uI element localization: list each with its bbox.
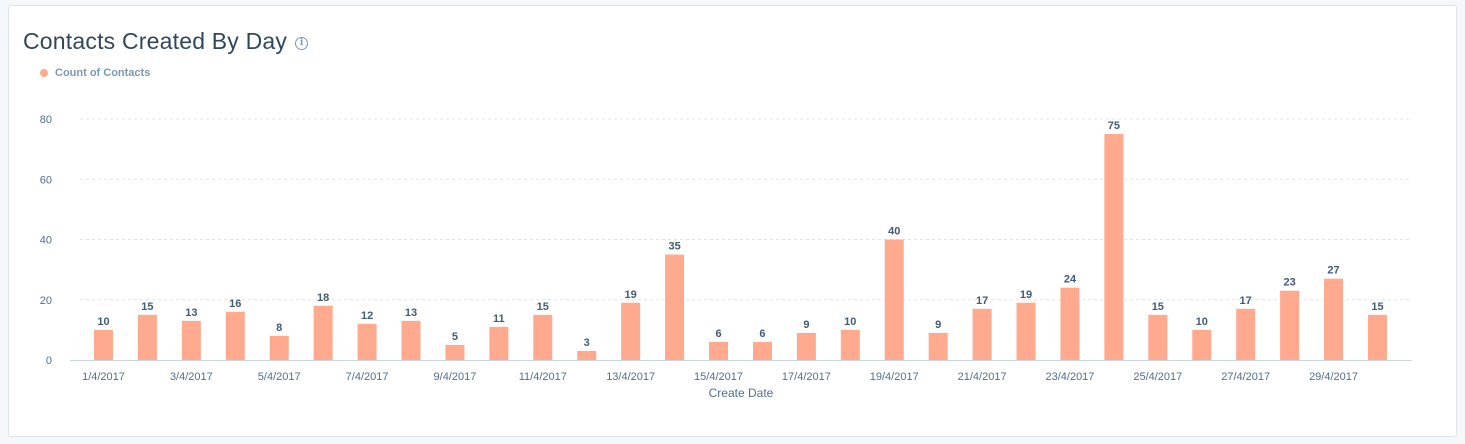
y-tick-label: 80 [40,114,52,126]
bar[interactable] [225,311,245,360]
legend-label: Count of Contacts [55,67,151,79]
bar[interactable] [840,329,860,360]
bar[interactable] [181,320,201,360]
bar-value-label: 15 [1152,301,1164,313]
bar[interactable] [1324,278,1344,360]
bar-value-label: 6 [715,328,721,340]
bar-value-labels: 10 15 13 16 8 18 12 13 5 11 15 3 19 35 6 6 9 10 40 9 17 19 24 7… [97,120,1383,349]
x-tick-label: 21/4/2017 [958,371,1007,383]
bar-value-label: 8 [276,322,282,334]
bar[interactable] [752,341,772,360]
x-tick-label: 23/4/2017 [1045,371,1094,383]
bar[interactable] [577,350,597,360]
title-row: Contacts Created By Day i [23,28,309,55]
x-tick-label: 5/4/2017 [258,371,301,383]
bar-value-label: 19 [1020,289,1032,301]
bar[interactable] [357,323,377,360]
bar-value-label: 17 [1240,295,1252,307]
bar-value-label: 15 [1371,301,1383,313]
bar[interactable] [1148,314,1168,360]
y-tick-label: 0 [46,355,52,367]
bar-value-label: 13 [185,307,197,319]
x-tick-label: 11/4/2017 [519,371,567,383]
legend-dot-icon [40,69,48,77]
chart-card [8,5,1457,437]
x-tick-label: 7/4/2017 [346,371,389,383]
bar-value-label: 10 [1196,316,1208,328]
bar-value-label: 11 [493,313,505,325]
bar[interactable] [665,254,685,360]
bar[interactable] [269,335,289,360]
bar-value-label: 40 [888,226,900,238]
legend[interactable]: Count of Contacts [40,67,150,79]
bar-value-label: 75 [1108,120,1120,132]
x-tick-label: 27/4/2017 [1221,371,1270,383]
info-icon[interactable]: i [295,36,309,50]
bar[interactable] [1367,314,1387,360]
x-tick-label: 25/4/2017 [1133,371,1182,383]
x-tick-label: 15/4/2017 [694,371,743,383]
bar[interactable] [533,314,553,360]
bar[interactable] [401,320,421,360]
bar[interactable] [1280,290,1300,360]
bar-value-label: 13 [405,307,417,319]
bar[interactable] [313,305,333,360]
bar-value-label: 23 [1283,277,1295,289]
grid-lines [80,118,1412,301]
bar[interactable] [1060,287,1080,360]
x-tick-label: 1/4/2017 [82,371,125,383]
bar[interactable] [1236,308,1256,360]
bar-value-label: 3 [584,337,590,349]
y-tick-label: 20 [40,295,52,307]
bar-value-label: 24 [1064,274,1077,286]
x-tick-label: 17/4/2017 [782,371,831,383]
bar-value-label: 35 [668,241,680,253]
bar-value-label: 18 [317,292,329,304]
bar[interactable] [445,344,465,360]
bar[interactable] [928,332,948,360]
bar-value-label: 16 [229,298,241,310]
bar-value-label: 9 [935,319,941,331]
bar[interactable] [489,326,509,360]
x-tick-label: 9/4/2017 [434,371,477,383]
bar[interactable] [796,332,816,360]
bar-value-label: 9 [803,319,809,331]
bar-value-label: 27 [1327,265,1339,277]
bar[interactable] [1104,134,1124,360]
bar[interactable] [709,341,729,360]
bar[interactable] [94,329,113,360]
bar-value-label: 10 [97,316,109,328]
y-tick-label: 40 [40,235,52,247]
x-tick-label: 19/4/2017 [870,371,919,383]
bar-value-label: 6 [759,328,765,340]
bar-value-label: 17 [976,295,988,307]
bar-value-label: 19 [625,289,637,301]
bar[interactable] [884,239,904,361]
bar-value-label: 12 [361,310,373,322]
y-axis: 0 20 40 60 80 [40,114,52,367]
bar[interactable] [137,314,157,360]
bar-value-label: 15 [537,301,549,313]
bar[interactable] [972,308,992,360]
bar[interactable] [1016,302,1036,360]
bar[interactable] [1192,329,1212,360]
x-tick-label: 3/4/2017 [170,371,213,383]
bars [94,134,1387,360]
y-tick-label: 60 [40,174,52,186]
chart-title: Contacts Created By Day [23,28,288,54]
x-tick-label: 29/4/2017 [1309,371,1358,383]
bar-value-label: 5 [452,331,458,343]
bar[interactable] [621,302,641,360]
bar-value-label: 10 [844,316,856,328]
bar-value-label: 15 [141,301,153,313]
x-axis-title: Create Date [709,386,774,400]
x-tick-label: 13/4/2017 [606,371,655,383]
x-axis: 1/4/2017 3/4/2017 5/4/2017 7/4/2017 9/4/2017… [70,360,1412,383]
